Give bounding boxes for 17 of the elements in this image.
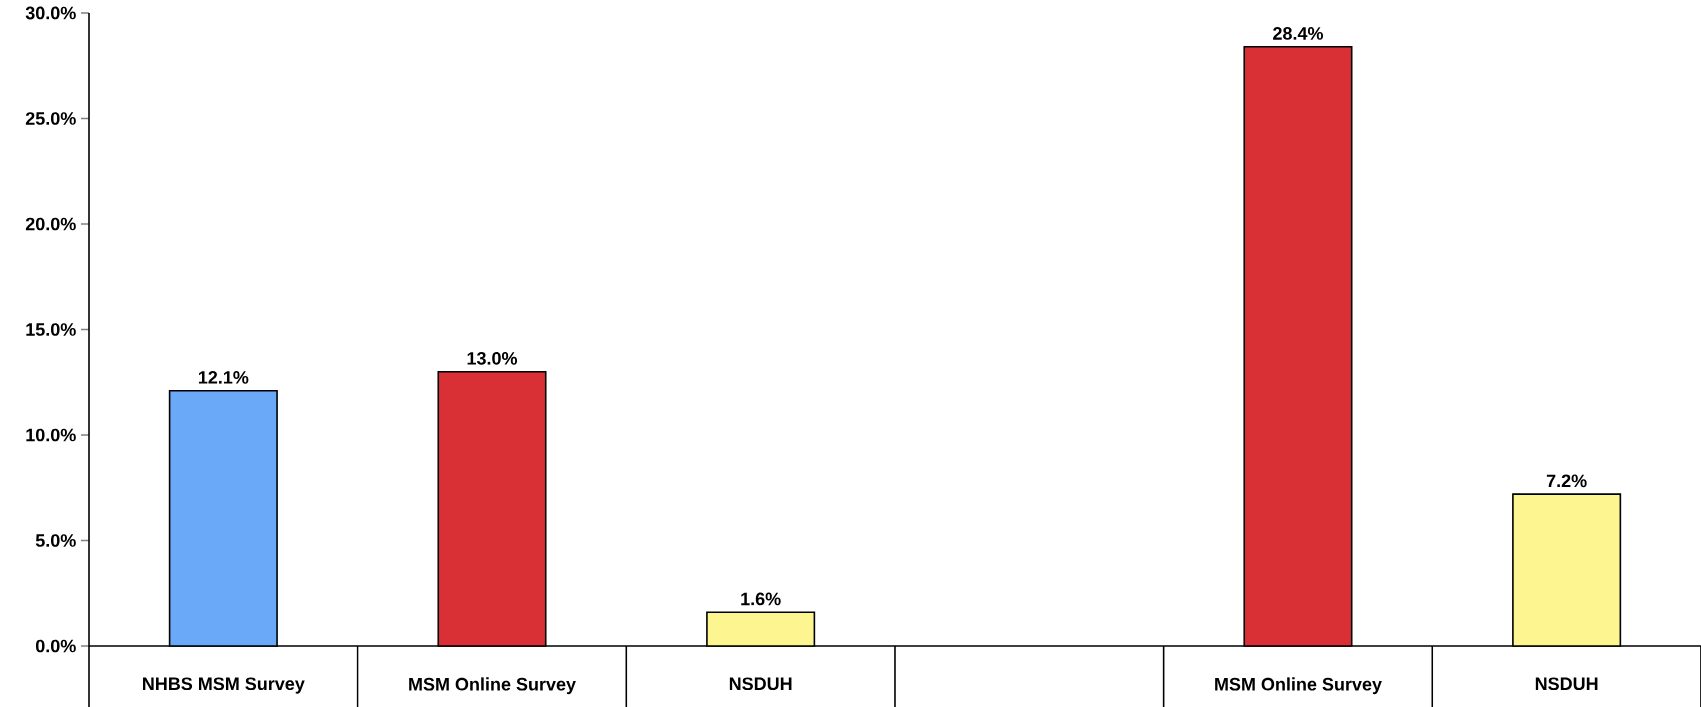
y-tick-label: 10.0% xyxy=(26,428,76,442)
y-tick-label: 5.0% xyxy=(35,534,76,547)
y-tick-label: 30.0% xyxy=(25,6,76,20)
data-label: 1.6% xyxy=(741,592,781,606)
data-label: 28.4% xyxy=(1273,27,1324,40)
data-label: 12.1% xyxy=(198,371,249,384)
x-tick-label: MSM Online Survey xyxy=(409,677,576,695)
y-tick-label: 20.0% xyxy=(25,217,76,231)
x-tick-label: MSM Online Survey xyxy=(1215,677,1382,695)
y-tick-label: 15.0% xyxy=(26,323,76,336)
x-tick-label: NSDUH xyxy=(729,677,792,691)
y-tick-label: 25.0% xyxy=(25,112,76,125)
data-label: 7.2% xyxy=(1546,474,1587,488)
x-tick-label: NSDUH xyxy=(1535,677,1598,691)
x-tick-label: NHBS MSM Survey xyxy=(143,677,305,694)
y-tick-label: 0.0% xyxy=(35,639,76,653)
data-label: 13.0% xyxy=(467,352,518,365)
